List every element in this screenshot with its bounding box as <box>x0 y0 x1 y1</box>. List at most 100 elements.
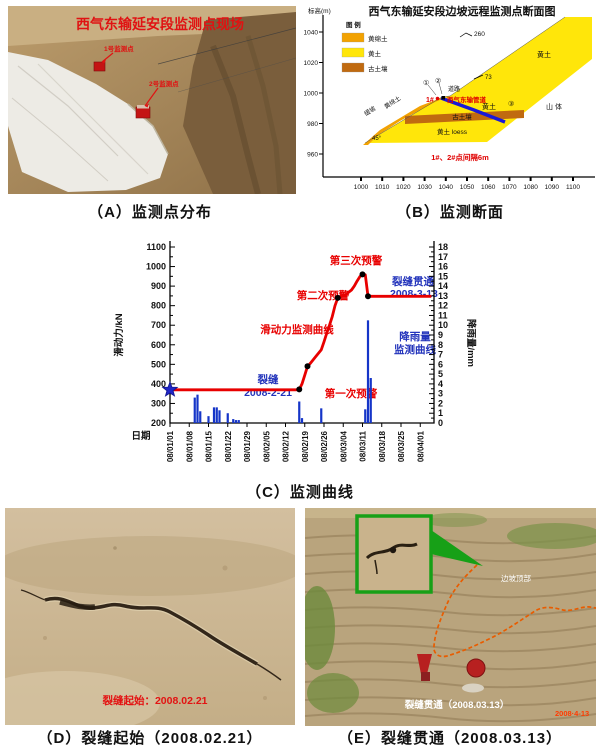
x-axis-title: 日期 <box>131 430 150 442</box>
legend-swatch <box>341 47 365 58</box>
section-x-tick-label: 1070 <box>502 184 517 191</box>
event-dot <box>365 293 371 300</box>
loess-body <box>365 17 592 143</box>
rainfall-bar <box>193 397 196 423</box>
rainfall-bar <box>207 416 210 423</box>
cloth-fold <box>17 65 119 157</box>
monitor-device-cone <box>417 654 432 674</box>
section-x-tick-label: 1080 <box>523 184 538 191</box>
rainfall-bar <box>369 378 372 423</box>
paleosol-label: 古土壤 <box>452 112 472 121</box>
crack-start-photo-art: 裂缝起始：2008.02.21 <box>0 508 305 735</box>
section-y-tick-label: 960 <box>307 152 318 159</box>
photo-title: 西气东输延安段监测点现场 <box>76 16 244 32</box>
rainfall-bar <box>320 408 323 423</box>
monitor-device-2 <box>135 106 151 119</box>
annotation-force-curve: 滑动力监测曲线 <box>260 323 334 336</box>
cloth-fold-3 <box>11 97 109 182</box>
x-axis-tick-label: 08/02/12 <box>282 430 291 462</box>
rainfall-bar <box>232 419 235 423</box>
slope73-mark <box>473 74 484 80</box>
monitoring-chart: 滑动力/kN 降雨量/mm 日期 第三次预警 第二次预警 第一次预警 裂缝贯通 … <box>113 241 477 462</box>
event-dot <box>296 386 303 393</box>
right-axis-tick-label: 8 <box>438 340 443 350</box>
left-axis-title: 滑动力/kN <box>113 313 125 356</box>
section-y-tick-label: 1020 <box>304 60 319 67</box>
cable-line <box>157 27 297 65</box>
marker1-arrow <box>101 52 114 63</box>
circle2-leader <box>438 82 443 95</box>
right-axis-tick-label: 18 <box>438 242 448 252</box>
event-dot <box>304 363 311 370</box>
caption-d: （D）裂缝起始（2008.02.21） <box>37 730 263 747</box>
loess-mid-label: 黄土 <box>482 102 496 111</box>
section-x-tick-label: 1050 <box>460 184 475 191</box>
inset-crack-hole <box>389 546 397 554</box>
section-x-tick-label: 1100 <box>566 184 580 191</box>
geotextile-cover <box>8 52 168 192</box>
crack-branch <box>20 589 46 601</box>
soil-speckle <box>222 565 228 571</box>
x-axis-tick-label: 08/03/18 <box>378 430 387 462</box>
soil-shade-band <box>0 536 305 596</box>
x-axis-tick-label: 08/01/01 <box>166 430 175 462</box>
vegetation-top <box>423 513 487 527</box>
right-axis-tick-label: 16 <box>438 262 448 272</box>
left-axis-tick-label: 300 <box>151 398 166 408</box>
left-axis-tick-label: 600 <box>151 340 166 350</box>
point1-dot <box>435 96 440 101</box>
slope-top-note: 边坡顶部 <box>501 573 531 583</box>
vegetation-top-right <box>507 523 600 549</box>
right-axis-tick-label: 13 <box>438 291 448 301</box>
right-axis-tick-label: 12 <box>438 301 448 311</box>
annotation-crack-through-line1: 裂缝贯通 <box>391 275 434 288</box>
right-axis-tick-label: 3 <box>438 389 443 399</box>
legend-title: 图 例 <box>346 20 361 29</box>
annotation-crack-through-line2: 2008-3-13 <box>390 288 438 300</box>
rainfall-bar <box>199 411 202 423</box>
panel-b-diagram: 西气东输延安段边坡远程监测点断面图 标高(m) ① ② ③ 道路 1# 西气东输… <box>302 3 598 195</box>
right-axis-tick-label: 9 <box>438 330 443 340</box>
section-x-tick-label: 1040 <box>439 184 454 191</box>
inset-crack-branch <box>374 559 378 575</box>
panel-a-photo-art: 1号监测点 2号监测点 西气东输延安段监测点现场 <box>8 6 297 195</box>
loess-top-label: 黄土 <box>537 50 551 59</box>
elevation-axis-label: 标高(m) <box>308 6 331 15</box>
event-dot <box>359 271 366 278</box>
vegetation-left <box>299 586 335 670</box>
legend-item-label: 黄绵土 <box>368 34 388 43</box>
section-x-tick-label: 1060 <box>481 184 496 191</box>
legend-item-label: 黄土 <box>368 49 382 58</box>
start-star-marker <box>161 380 179 397</box>
rainfall-bar <box>218 410 221 423</box>
marker2-arrow <box>144 87 159 107</box>
section-diagram-art: 西气东输延安段边坡远程监测点断面图 标高(m) ① ② ③ 道路 1# 西气东输… <box>304 4 595 191</box>
right-axis-tick-label: 7 <box>438 350 443 360</box>
slope260-label: 260 <box>474 31 485 38</box>
left-axis-tick-label: 200 <box>151 418 166 428</box>
valley-gully <box>210 44 261 195</box>
section-title: 西气东输延安段边坡远程监测点断面图 <box>369 4 556 18</box>
rainfall-bar <box>226 413 229 423</box>
legend-swatch <box>341 62 365 73</box>
crack-through-photo-label: 裂缝贯通（2008.03.13） <box>404 699 510 711</box>
marker1-label: 1号监测点 <box>104 44 134 53</box>
terrace-lines <box>304 534 597 723</box>
circle-2-label: ② <box>435 77 441 85</box>
circle-1-label: ① <box>423 79 429 87</box>
spacing-note: 1#、2#点间隔6m <box>431 152 489 162</box>
panel-e-photo: 边坡顶部 裂缝贯通（2008.03.13） 2008·4-13 <box>299 508 600 726</box>
panel-c-chart: 滑动力/kN 降雨量/mm 日期 第三次预警 第二次预警 第一次预警 裂缝贯通 … <box>102 233 502 479</box>
right-axis-title: 降雨量/mm <box>465 319 477 367</box>
section-x-tick-label: 1090 <box>545 184 560 191</box>
pipeline-marker <box>441 96 445 100</box>
crack-through-photo-art: 边坡顶部 裂缝贯通（2008.03.13） 2008·4-13 <box>299 508 600 726</box>
caption-b: （B）监测断面 <box>396 204 504 221</box>
monitor-device-2-lid <box>137 105 149 109</box>
mountain-label: 山 体 <box>546 102 562 111</box>
crack-wide-section <box>59 599 96 610</box>
cable-line-2 <box>177 57 297 93</box>
rainfall-bar <box>196 394 199 423</box>
right-axis-tick-label: 4 <box>438 379 443 389</box>
device-paper <box>462 683 484 693</box>
